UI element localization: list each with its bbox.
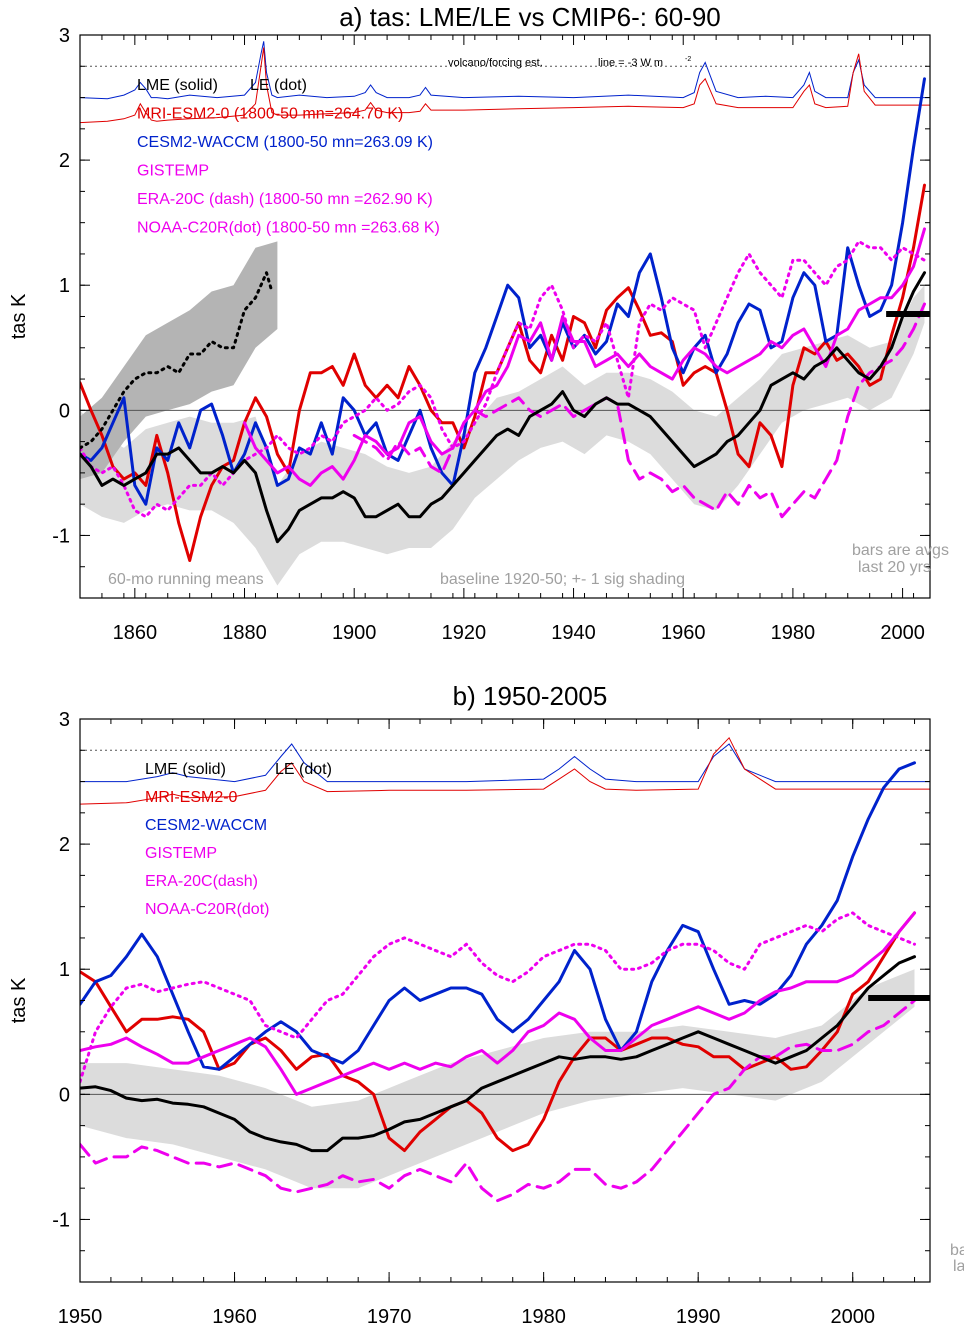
legend-entry: LE (dot)	[250, 77, 307, 94]
x-tick-label: 2000	[880, 622, 925, 644]
x-tick-label: 1980	[771, 622, 816, 644]
forcing-line-1	[80, 736, 930, 805]
series-line-3	[80, 999, 916, 1203]
x-tick-label: 1920	[442, 622, 487, 644]
plot-area	[80, 736, 930, 1203]
chart-panel-b: -1 0 1 2 3 1950 1960 1970 1980 1990 2000 b) 1950-20…	[8, 681, 964, 1325]
series-line-2	[80, 911, 916, 1096]
legend-entry: NOAA-C20R(dot)	[145, 901, 269, 918]
legend-entry: CESM2-WACCM (1800-50 mn=263.09 K)	[137, 134, 433, 151]
forcing-line-0	[80, 41, 930, 100]
legend-entry: ERA-20C(dash)	[145, 873, 258, 890]
legend-entry: LME (solid)	[137, 77, 218, 94]
baseline-note: baseline 1920-50; +- 1 sig shading	[440, 571, 685, 588]
forcing-line-1	[80, 47, 930, 124]
legend-entry: LME (solid)	[145, 761, 226, 778]
series-line-4	[80, 911, 916, 1084]
legend-entry: GISTEMP	[145, 845, 217, 862]
legend-entry: LE (dot)	[275, 761, 332, 778]
series-line-2	[243, 227, 926, 487]
x-tick-label: 2000	[830, 1306, 875, 1325]
y-tick-label: 3	[59, 25, 70, 47]
legend-entry: CESM2-WACCM	[145, 817, 267, 834]
chart-title: b) 1950-2005	[453, 681, 608, 711]
forcing-line-0	[80, 743, 930, 783]
legend-entry: ERA-20C (dash) (1800-50 mn =262.90 K)	[137, 191, 433, 208]
series-line-5	[80, 271, 926, 544]
legend-entry: MRI-ESM2-0	[145, 789, 238, 806]
legend-entry: MRI-ESM2-0 (1800-50 mn=264.70 K)	[137, 106, 403, 123]
y-tick-label: -1	[52, 525, 70, 547]
y-tick-label: 1	[59, 959, 70, 981]
series-line-1	[80, 761, 916, 1071]
volcano-note: volcano/forcing est.	[448, 57, 543, 69]
series-line-6	[80, 271, 274, 450]
y-axis-label: tas K	[8, 293, 30, 339]
x-tick-label: 1900	[332, 622, 377, 644]
y-tick-label: 0	[59, 1084, 70, 1106]
plot-area	[80, 41, 930, 586]
series-line-4	[80, 239, 926, 519]
x-tick-label: 1980	[521, 1306, 566, 1325]
x-tick-label: 1960	[661, 622, 706, 644]
x-tick-label: 1880	[222, 622, 267, 644]
bars-note-2: last 20 yrs	[858, 559, 931, 576]
x-tick-label: 1940	[551, 622, 596, 644]
bars-note-1: ba	[950, 1242, 964, 1259]
y-tick-label: 3	[59, 709, 70, 731]
band-0	[80, 969, 915, 1189]
y-tick-label: 1	[59, 275, 70, 297]
bars-note-2: la	[953, 1258, 964, 1275]
line-ref-superscript: -2	[685, 56, 691, 63]
series-line-5	[80, 955, 916, 1153]
x-tick-label: 1950	[58, 1306, 103, 1325]
series-line-1	[80, 77, 926, 506]
y-axis-label: tas K	[8, 977, 30, 1023]
band-1	[80, 241, 278, 480]
legend-entry: GISTEMP	[137, 163, 209, 180]
y-tick-label: 2	[59, 150, 70, 172]
band-0	[80, 285, 925, 586]
y-tick-label: 2	[59, 834, 70, 856]
chart-title: a) tas: LME/LE vs CMIP6-: 60-90	[339, 2, 720, 32]
y-tick-label: -1	[52, 1209, 70, 1231]
x-tick-label: 1990	[676, 1306, 721, 1325]
x-tick-label: 1970	[367, 1306, 412, 1325]
y-tick-label: 0	[59, 400, 70, 422]
line-ref-note: line = -3 W m	[598, 57, 663, 69]
x-tick-label: 1960	[212, 1306, 257, 1325]
chart-panel-a: -1 0 1 2 3 1860 1880 1900 1920 1940 1960 1980 2000 a)…	[8, 2, 949, 644]
series-line-3	[352, 302, 926, 519]
bars-note-1: bars are avgs	[852, 542, 949, 559]
legend-entry: NOAA-C20R(dot) (1800-50 mn =263.68 K)	[137, 220, 440, 237]
x-tick-label: 1860	[113, 622, 158, 644]
running-mean-note: 60-mo running means	[108, 571, 264, 588]
